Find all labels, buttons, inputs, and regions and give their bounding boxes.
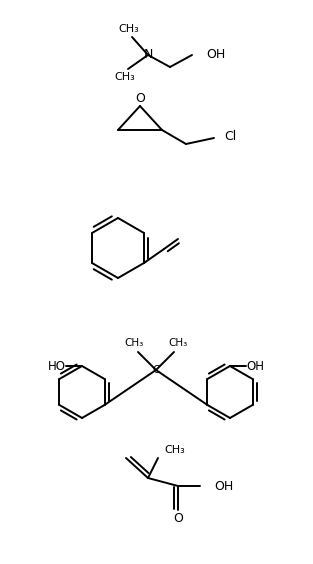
Text: CH₃: CH₃ — [119, 24, 139, 34]
Text: CH₃: CH₃ — [124, 338, 144, 348]
Text: N: N — [143, 49, 153, 61]
Text: C: C — [152, 365, 160, 375]
Text: OH: OH — [206, 49, 225, 61]
Text: CH₃: CH₃ — [168, 338, 187, 348]
Text: HO: HO — [48, 359, 66, 372]
Text: Cl: Cl — [224, 130, 236, 143]
Text: OH: OH — [214, 479, 233, 492]
Text: O: O — [135, 91, 145, 104]
Text: O: O — [173, 513, 183, 526]
Text: CH₃: CH₃ — [115, 72, 136, 82]
Text: CH₃: CH₃ — [164, 445, 185, 455]
Text: OH: OH — [246, 359, 264, 372]
